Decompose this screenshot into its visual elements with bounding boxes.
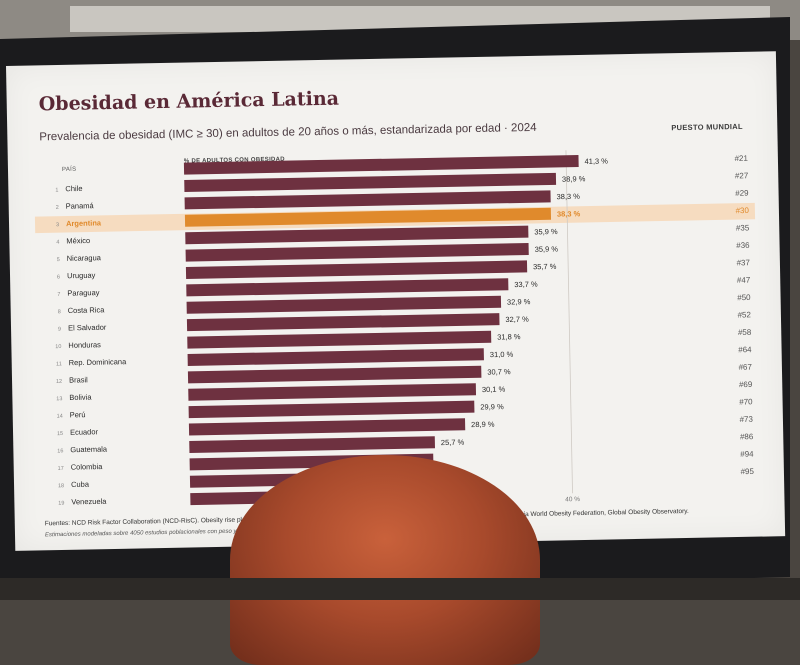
rank-label-12: #67 xyxy=(738,363,752,372)
row-number-2: 2 xyxy=(56,205,59,211)
row-number-10: 10 xyxy=(55,344,61,350)
value-label-14: 29,9 % xyxy=(480,402,504,411)
bar-6 xyxy=(185,260,528,279)
row-number-18: 18 xyxy=(58,483,64,489)
country-label-8: Costa Rica xyxy=(68,305,106,315)
country-label-18: Cuba xyxy=(71,480,90,489)
row-number-17: 17 xyxy=(58,466,64,472)
value-label-7: 33,7 % xyxy=(514,280,538,289)
value-label-1: 38,9 % xyxy=(562,174,586,183)
country-label-11: Rep. Dominicana xyxy=(69,357,128,367)
country-label-3: Argentina xyxy=(66,218,102,228)
obesity-bar-chart: 41,3 % #21 1 Chile 38,9 % #27 2 Panamá 38,3 % #29… xyxy=(34,150,756,509)
row-number-6: 6 xyxy=(57,274,60,280)
country-label-4: México xyxy=(66,236,90,245)
bar-15 xyxy=(188,418,466,436)
rank-label-3: #30 xyxy=(735,206,749,215)
bar-16 xyxy=(189,436,435,453)
rank-label-9: #52 xyxy=(737,310,751,319)
rank-label-6: #37 xyxy=(736,258,750,267)
row-number-13: 13 xyxy=(56,396,62,402)
value-label-13: 30,1 % xyxy=(482,385,506,394)
reference-line-40 xyxy=(565,150,573,494)
country-label-10: Honduras xyxy=(68,340,101,350)
rank-label-1: #27 xyxy=(735,171,749,180)
country-label-13: Bolivia xyxy=(69,393,92,402)
bar-7 xyxy=(186,278,509,297)
row-number-16: 16 xyxy=(57,448,63,454)
country-label-1: Chile xyxy=(65,184,82,193)
rank-label-2: #29 xyxy=(735,189,749,198)
bar-12 xyxy=(187,365,482,384)
rank-label-top: #21 xyxy=(734,154,748,163)
country-label-9: El Salvador xyxy=(68,323,107,333)
country-label-2: Panamá xyxy=(66,201,95,211)
bar-3 xyxy=(184,207,552,227)
rank-label-17: #94 xyxy=(740,450,754,459)
rank-label-8: #50 xyxy=(737,293,751,302)
bar-5 xyxy=(185,243,529,262)
country-label-6: Uruguay xyxy=(67,271,96,281)
row-number-11: 11 xyxy=(56,361,62,367)
country-label-17: Colombia xyxy=(71,462,104,472)
x-tick-1: 40 % xyxy=(565,496,580,503)
country-label-19: Venezuela xyxy=(71,497,107,507)
rank-label-16: #86 xyxy=(740,432,754,441)
rank-label-11: #64 xyxy=(738,345,752,354)
bar-4 xyxy=(185,225,529,245)
bar-11 xyxy=(187,348,484,366)
value-label-15: 28,9 % xyxy=(471,420,495,429)
rank-label-4: #35 xyxy=(736,223,750,232)
value-label-3: 38,3 % xyxy=(557,209,581,218)
bar-top xyxy=(183,155,579,175)
bar-10 xyxy=(187,330,492,349)
country-label-12: Brasil xyxy=(69,375,88,384)
rank-label-15: #73 xyxy=(739,415,753,424)
bar-1 xyxy=(184,172,557,192)
bar-13 xyxy=(188,383,477,401)
value-label-4: 35,9 % xyxy=(534,227,558,236)
bar-14 xyxy=(188,400,475,419)
value-label-12: 30,7 % xyxy=(487,367,511,376)
country-label-5: Nicaragua xyxy=(67,253,102,263)
row-number-1: 1 xyxy=(55,187,58,193)
value-label-top: 41,3 % xyxy=(584,156,608,165)
value-label-6: 35,7 % xyxy=(533,262,557,271)
value-label-5: 35,9 % xyxy=(535,244,559,253)
bar-9 xyxy=(186,313,500,332)
row-number-12: 12 xyxy=(56,379,62,385)
value-label-10: 31,8 % xyxy=(497,332,521,341)
value-label-8: 32,9 % xyxy=(507,297,531,306)
rank-label-13: #69 xyxy=(739,380,753,389)
row-number-8: 8 xyxy=(58,309,61,315)
country-label-14: Perú xyxy=(70,410,86,419)
rank-label-14: #70 xyxy=(739,397,753,406)
row-number-15: 15 xyxy=(57,431,63,437)
row-number-19: 19 xyxy=(58,501,64,507)
audience-head xyxy=(230,455,540,665)
rank-label-7: #47 xyxy=(737,276,751,285)
rank-label-5: #36 xyxy=(736,241,750,250)
country-label-15: Ecuador xyxy=(70,427,99,437)
value-label-11: 31,0 % xyxy=(490,350,514,359)
value-label-2: 38,3 % xyxy=(557,192,581,201)
bar-8 xyxy=(186,295,502,314)
value-label-16: 25,7 % xyxy=(441,438,465,447)
bar-2 xyxy=(184,190,551,210)
country-label-7: Paraguay xyxy=(67,288,100,298)
row-number-9: 9 xyxy=(58,327,61,333)
row-number-4: 4 xyxy=(56,240,59,246)
presentation-slide: Obesidad en América Latina Prevalencia d… xyxy=(6,51,786,551)
row-number-3: 3 xyxy=(56,222,59,228)
row-number-5: 5 xyxy=(57,257,60,263)
rank-label-18: #95 xyxy=(740,467,754,476)
value-label-9: 32,7 % xyxy=(505,315,529,324)
room-floor xyxy=(0,578,800,600)
row-number-7: 7 xyxy=(57,292,60,298)
rank-label-10: #58 xyxy=(738,328,752,337)
country-label-16: Guatemala xyxy=(70,445,108,455)
row-number-14: 14 xyxy=(57,414,63,420)
